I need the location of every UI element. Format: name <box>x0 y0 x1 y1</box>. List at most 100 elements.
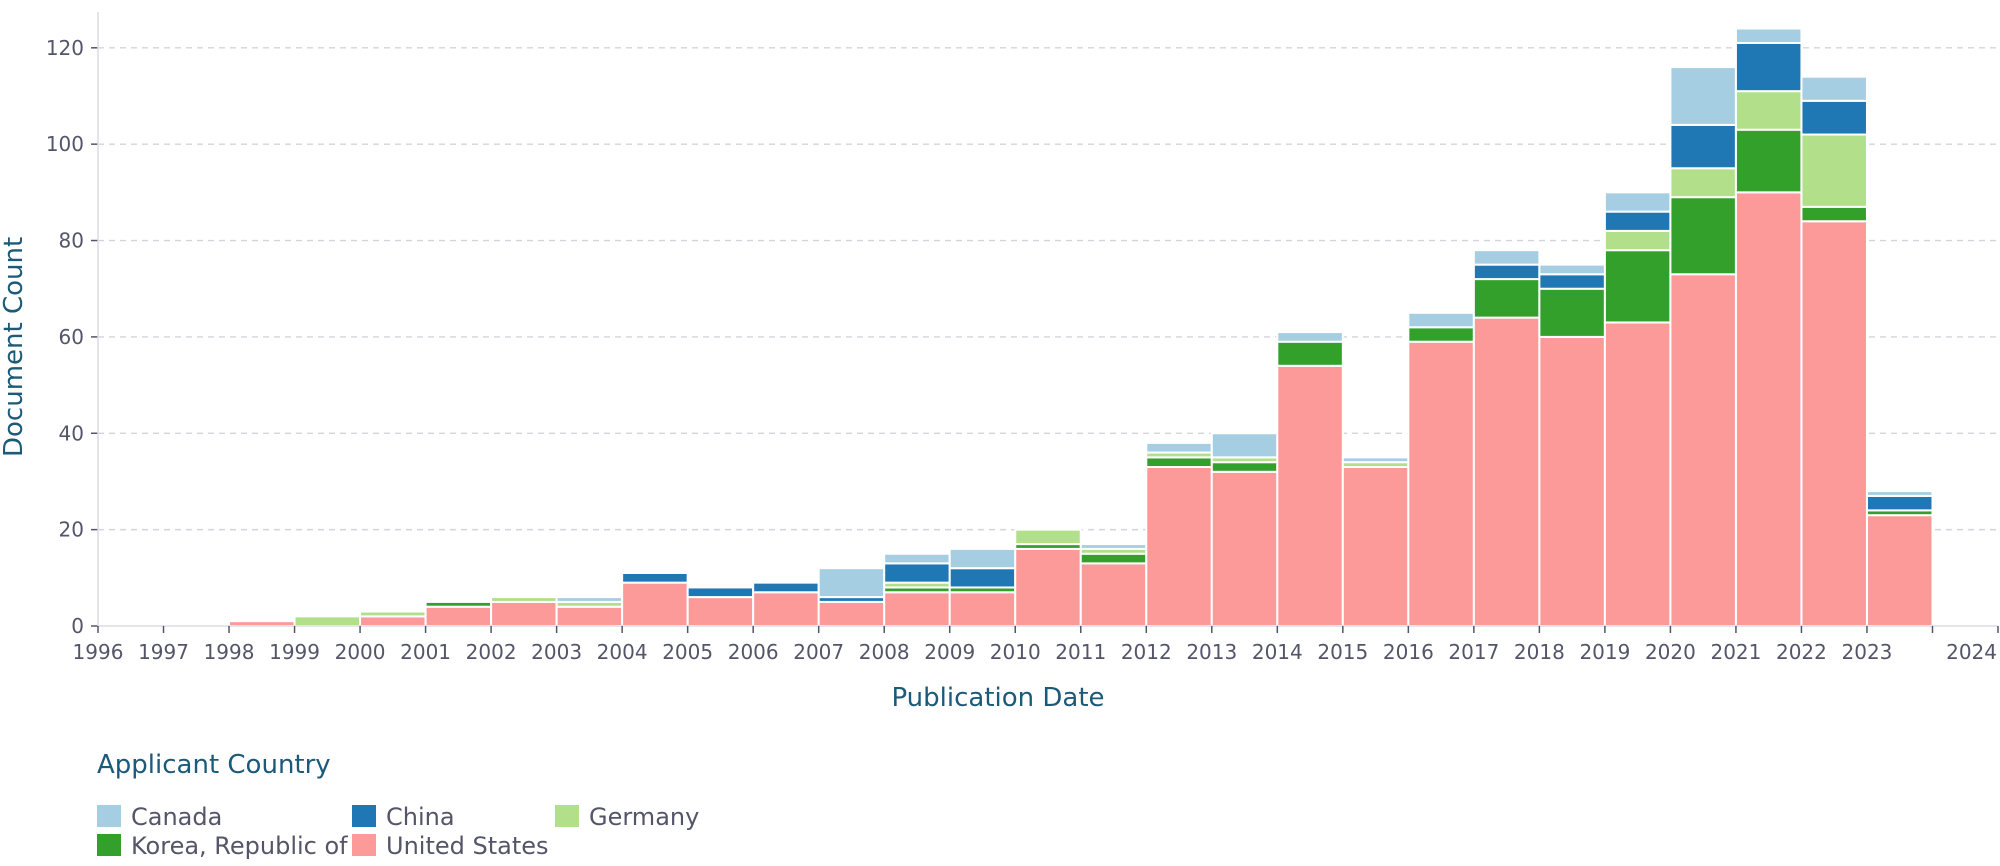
legend-label-germany[interactable]: Germany <box>589 803 699 831</box>
bar-segment-2014-united-states[interactable] <box>1277 366 1343 626</box>
bar-segment-2017-korea-republic-of[interactable] <box>1474 279 1540 318</box>
bar-segment-2012-korea-republic-of[interactable] <box>1146 457 1212 467</box>
bar-segment-2004-china[interactable] <box>622 573 688 583</box>
bar-segment-2010-germany[interactable] <box>1015 530 1081 544</box>
bar-segment-2018-china[interactable] <box>1539 274 1605 288</box>
bar-segment-2011-canada[interactable] <box>1081 544 1147 549</box>
bar-segment-2023-canada[interactable] <box>1867 491 1933 496</box>
bar-segment-2005-china[interactable] <box>688 587 754 597</box>
bar-segment-2008-china[interactable] <box>884 563 950 582</box>
bar-segment-2000-united-states[interactable] <box>360 616 426 626</box>
bar-segment-2001-korea-republic-of[interactable] <box>426 602 492 607</box>
bar-segment-2010-united-states[interactable] <box>1015 549 1081 626</box>
x-tick-label-1999: 1999 <box>269 640 320 664</box>
bar-segment-2016-korea-republic-of[interactable] <box>1408 327 1474 341</box>
bar-segment-2017-canada[interactable] <box>1474 250 1540 264</box>
bar-segment-2017-united-states[interactable] <box>1474 318 1540 626</box>
bar-segment-2016-united-states[interactable] <box>1408 342 1474 626</box>
x-tick-label-1997: 1997 <box>138 640 189 664</box>
bars-layer <box>229 29 1932 626</box>
bar-segment-2008-united-states[interactable] <box>884 592 950 626</box>
bar-segment-2009-canada[interactable] <box>950 549 1016 568</box>
bar-segment-2011-korea-republic-of[interactable] <box>1081 554 1147 564</box>
x-tick-label-2007: 2007 <box>793 640 844 664</box>
x-tick-label-2010: 2010 <box>990 640 1041 664</box>
bar-segment-2013-canada[interactable] <box>1212 433 1278 457</box>
bar-segment-2011-united-states[interactable] <box>1081 563 1147 626</box>
bar-segment-2013-united-states[interactable] <box>1212 472 1278 626</box>
bar-segment-2013-korea-republic-of[interactable] <box>1212 462 1278 472</box>
bar-segment-2002-germany[interactable] <box>491 597 557 602</box>
legend-label-canada[interactable]: Canada <box>131 803 222 831</box>
legend-swatch-china[interactable] <box>352 805 376 827</box>
bar-segment-2019-united-states[interactable] <box>1605 322 1671 626</box>
x-tick-label-2013: 2013 <box>1186 640 1237 664</box>
bar-segment-2022-canada[interactable] <box>1801 77 1867 101</box>
bar-segment-2009-united-states[interactable] <box>950 592 1016 626</box>
bar-segment-2008-canada[interactable] <box>884 554 950 564</box>
bar-segment-2014-korea-republic-of[interactable] <box>1277 342 1343 366</box>
bar-segment-2001-united-states[interactable] <box>426 607 492 626</box>
bar-segment-2021-united-states[interactable] <box>1736 192 1802 626</box>
x-tick-label-2022: 2022 <box>1776 640 1827 664</box>
bar-segment-2021-germany[interactable] <box>1736 91 1802 130</box>
bar-segment-2023-united-states[interactable] <box>1867 515 1933 626</box>
x-tick-label-2009: 2009 <box>924 640 975 664</box>
y-tick-label-100: 100 <box>46 132 84 156</box>
bar-segment-2021-canada[interactable] <box>1736 29 1802 43</box>
bar-segment-2000-germany[interactable] <box>360 612 426 617</box>
bar-segment-2006-united-states[interactable] <box>753 592 819 626</box>
bar-segment-2006-china[interactable] <box>753 583 819 593</box>
bar-segment-2015-united-states[interactable] <box>1343 467 1409 626</box>
x-tick-label-2012: 2012 <box>1121 640 1172 664</box>
bar-segment-2020-china[interactable] <box>1670 125 1736 168</box>
bar-segment-2002-united-states[interactable] <box>491 602 557 626</box>
legend-label-united-states[interactable]: United States <box>386 832 549 860</box>
bar-segment-2009-china[interactable] <box>950 568 1016 587</box>
bar-segment-2007-canada[interactable] <box>819 568 885 597</box>
bar-segment-2021-china[interactable] <box>1736 43 1802 91</box>
bar-segment-2023-china[interactable] <box>1867 496 1933 510</box>
bar-segment-2014-canada[interactable] <box>1277 332 1343 342</box>
legend-swatch-germany[interactable] <box>555 805 579 827</box>
legend-swatch-canada[interactable] <box>97 805 121 827</box>
x-tick-label-2015: 2015 <box>1317 640 1368 664</box>
bar-segment-2022-germany[interactable] <box>1801 135 1867 207</box>
bar-segment-2018-korea-republic-of[interactable] <box>1539 289 1605 337</box>
bar-segment-2003-canada[interactable] <box>557 597 623 602</box>
bar-segment-2007-united-states[interactable] <box>819 602 885 626</box>
y-tick-label-60: 60 <box>59 325 84 349</box>
legend: Applicant Country CanadaChinaGermanyKore… <box>97 750 699 860</box>
bar-segment-2017-china[interactable] <box>1474 265 1540 279</box>
x-tick-label-2020: 2020 <box>1645 640 1696 664</box>
bar-segment-2004-united-states[interactable] <box>622 583 688 626</box>
bar-segment-2019-korea-republic-of[interactable] <box>1605 250 1671 322</box>
bar-segment-2003-united-states[interactable] <box>557 607 623 626</box>
bar-segment-2022-united-states[interactable] <box>1801 221 1867 626</box>
bar-segment-2016-canada[interactable] <box>1408 313 1474 327</box>
bar-segment-2018-canada[interactable] <box>1539 265 1605 275</box>
bar-segment-2020-united-states[interactable] <box>1670 274 1736 626</box>
legend-label-korea-republic-of[interactable]: Korea, Republic of <box>131 832 348 860</box>
legend-swatch-united-states[interactable] <box>352 834 376 856</box>
x-tick-label-2004: 2004 <box>597 640 648 664</box>
bar-segment-2020-canada[interactable] <box>1670 67 1736 125</box>
bar-segment-2019-germany[interactable] <box>1605 231 1671 250</box>
legend-label-china[interactable]: China <box>386 803 455 831</box>
x-tick-label-2023: 2023 <box>1842 640 1893 664</box>
bar-segment-2019-china[interactable] <box>1605 212 1671 231</box>
legend-swatch-korea-republic-of[interactable] <box>97 834 121 856</box>
bar-segment-2012-united-states[interactable] <box>1146 467 1212 626</box>
bar-segment-1999-germany[interactable] <box>295 616 361 626</box>
bar-segment-2005-united-states[interactable] <box>688 597 754 626</box>
bar-segment-2021-korea-republic-of[interactable] <box>1736 130 1802 193</box>
bar-segment-2020-germany[interactable] <box>1670 168 1736 197</box>
bar-segment-2012-canada[interactable] <box>1146 443 1212 453</box>
bar-segment-2018-united-states[interactable] <box>1539 337 1605 626</box>
x-tick-label-2000: 2000 <box>335 640 386 664</box>
bar-segment-2015-canada[interactable] <box>1343 457 1409 462</box>
bar-segment-2022-china[interactable] <box>1801 101 1867 135</box>
bar-segment-2019-canada[interactable] <box>1605 192 1671 211</box>
bar-segment-2020-korea-republic-of[interactable] <box>1670 197 1736 274</box>
bar-segment-2022-korea-republic-of[interactable] <box>1801 207 1867 221</box>
